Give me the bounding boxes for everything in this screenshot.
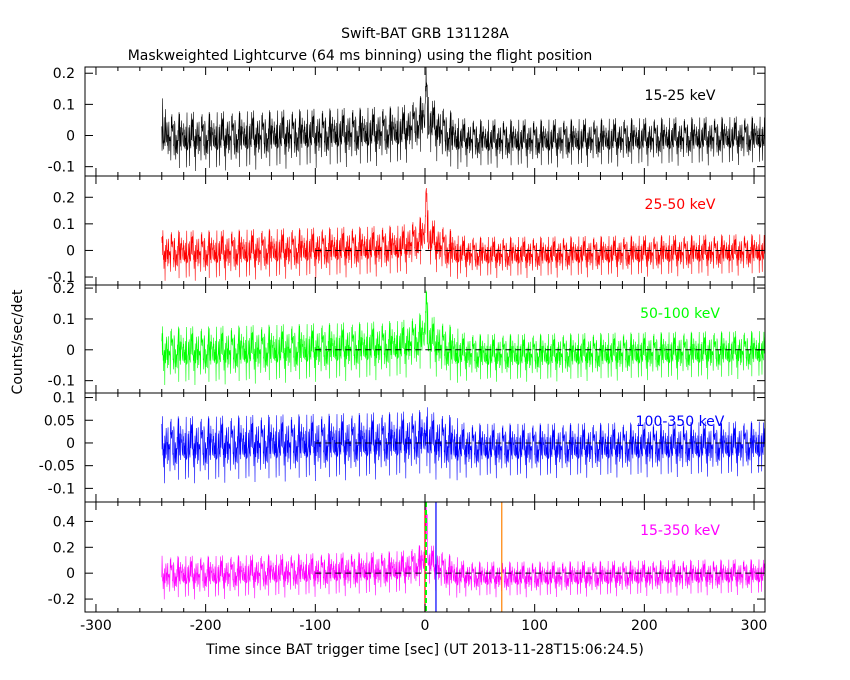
- y-tick-label: 0: [66, 343, 75, 359]
- panel-frame-3: [84, 284, 766, 394]
- band-label-4: 100-350 keV: [636, 414, 725, 430]
- y-tick-label: 0.2: [53, 190, 75, 206]
- x-tick-label: -100: [299, 618, 331, 634]
- y-tick-label: 0: [66, 129, 75, 145]
- x-tick-label: 100: [521, 618, 548, 634]
- y-tick-label: 0: [66, 566, 75, 582]
- y-tick-label: 0: [66, 243, 75, 259]
- x-tick-label: 200: [631, 618, 658, 634]
- x-tick-label: -300: [80, 618, 112, 634]
- y-tick-label: 0.1: [53, 217, 75, 233]
- panel-3: -0.1 0 0.1 0.2 50-100 keV: [48, 281, 766, 394]
- y-tick-label: 0.05: [44, 413, 75, 429]
- panel-5: -0.2 0 0.2 0.4 15-350 keV -300 -200 -100 0 100 200…: [48, 501, 768, 634]
- lightcurve-trace-4: [161, 407, 765, 484]
- y-tick-label: 0.1: [53, 391, 75, 407]
- y-axis-label: Counts/sec/det: [10, 289, 26, 394]
- panel-4: -0.1 -0.05 0 0.05 0.1 100-350 keV: [39, 391, 766, 503]
- panel-1: -0.1 0 0.1 0.2 15-25 keV: [48, 66, 766, 177]
- lightcurve-trace-1: [161, 67, 765, 172]
- y-tick-label: 0.2: [53, 66, 75, 82]
- y-tick-label: 0.2: [53, 281, 75, 297]
- y-tick-label: 0.1: [53, 97, 75, 113]
- panel-stack: -0.1 0 0.1 0.2 15-25 keV -0.1 0 0.1 0.2 25-50 keV…: [39, 66, 768, 634]
- y-tick-label: -0.1: [48, 374, 75, 390]
- band-label-1: 15-25 keV: [645, 88, 716, 104]
- y-tick-label: 0.2: [53, 540, 75, 556]
- y-tick-label: -0.1: [48, 481, 75, 497]
- figure-title: Swift-BAT GRB 131128A: [341, 26, 509, 42]
- lightcurve-trace-5: [161, 502, 765, 600]
- panel-2: -0.1 0 0.1 0.2 25-50 keV: [48, 175, 766, 286]
- y-tick-label: 0.4: [53, 514, 75, 530]
- y-tick-label: -0.2: [48, 592, 75, 608]
- band-label-3: 50-100 keV: [640, 306, 720, 322]
- y-tick-label: -0.05: [39, 459, 75, 475]
- lightcurve-trace-2: [161, 187, 765, 281]
- x-tick-label: 0: [421, 618, 430, 634]
- x-axis-label: Time since BAT trigger time [sec] (UT 20…: [205, 642, 644, 658]
- y-tick-label: -0.1: [48, 160, 75, 176]
- y-tick-label: 0: [66, 436, 75, 452]
- x-tick-label: 300: [741, 618, 768, 634]
- y-tick-label: 0.1: [53, 312, 75, 328]
- band-label-2: 25-50 keV: [645, 197, 716, 213]
- band-label-5: 15-350 keV: [640, 523, 720, 539]
- y-tick-label: -0.1: [48, 270, 75, 286]
- figure-subtitle: Maskweighted Lightcurve (64 ms binning) …: [128, 48, 593, 64]
- x-tick-label: -200: [190, 618, 222, 634]
- lightcurve-trace-3: [161, 290, 765, 385]
